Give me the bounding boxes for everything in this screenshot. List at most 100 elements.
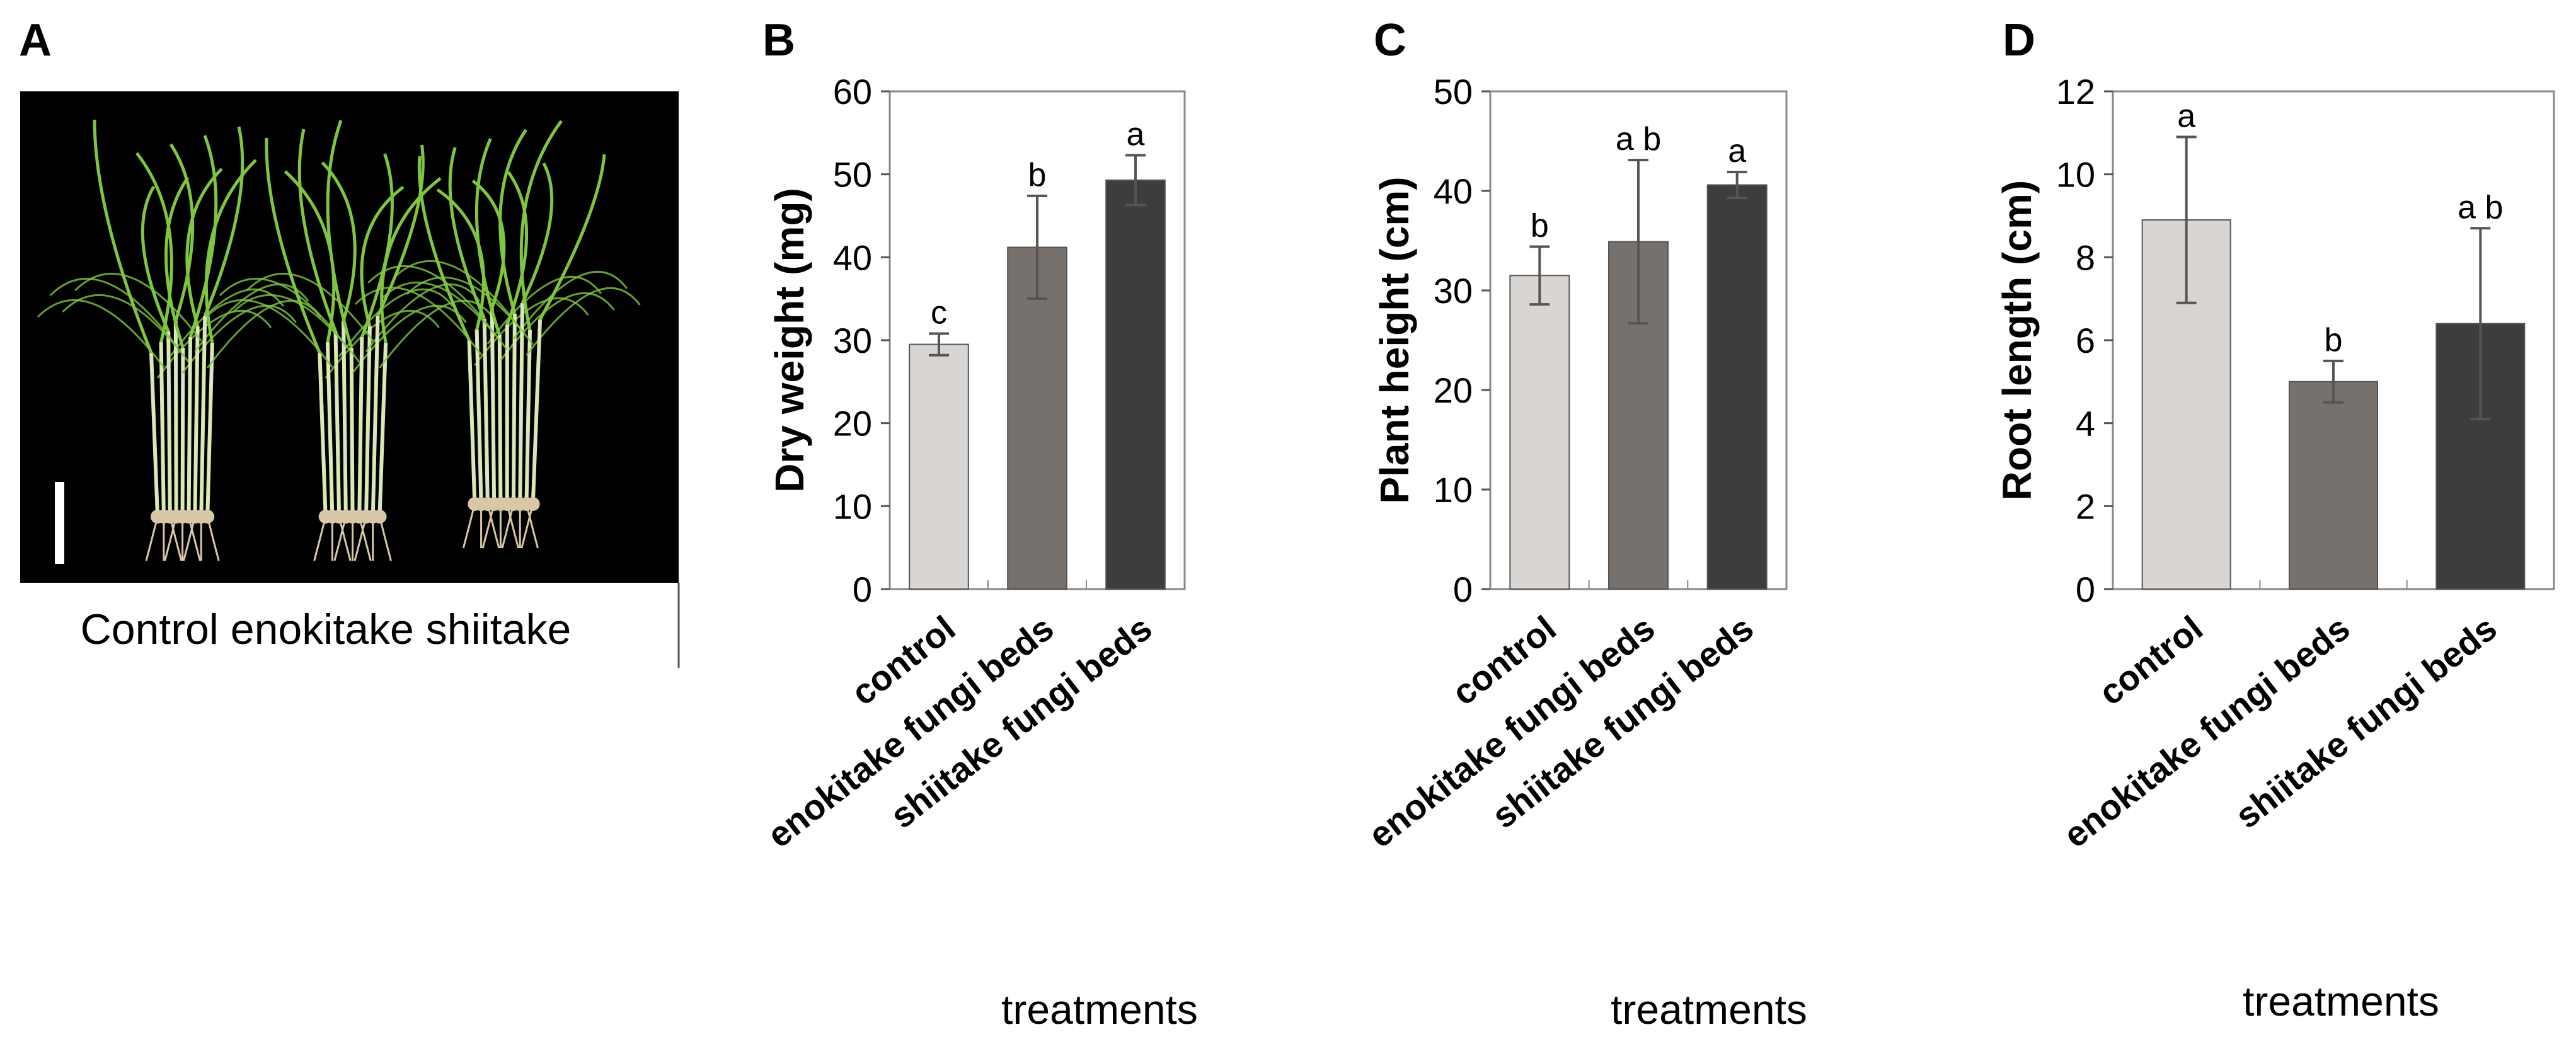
y-tick-label: 6 <box>2076 321 2095 360</box>
y-tick-label: 60 <box>833 72 872 112</box>
plant-leaf <box>471 180 506 309</box>
y-tick-label: 2 <box>2076 486 2095 526</box>
plant-seed <box>200 510 215 524</box>
y-tick-label: 20 <box>1434 370 1473 410</box>
x-category-label: enokitake fungi beds <box>2056 608 2357 856</box>
photo-caption: Control enokitake shiitake <box>81 605 572 653</box>
significance-label: c <box>931 294 947 331</box>
panel-letter-a: A <box>19 15 52 66</box>
y-tick-label: 20 <box>833 404 872 444</box>
plant-leaf <box>205 299 333 368</box>
plant-leaf <box>49 277 177 347</box>
plant-leaf <box>486 275 602 345</box>
significance-label: b <box>1028 157 1047 193</box>
plant-stem <box>511 313 517 505</box>
bar-enokitake-fungi-beds <box>2289 381 2378 590</box>
plant-stem <box>342 320 348 517</box>
plant-leaf <box>338 288 454 357</box>
plant-stem <box>371 315 380 517</box>
significance-label: a b <box>2458 189 2503 226</box>
y-tick-label: 0 <box>853 570 872 609</box>
y-axis-label: Plant height (cm) <box>1372 176 1417 503</box>
plant-leaf <box>246 272 374 341</box>
plant-leaf <box>219 277 347 347</box>
plant-leaf <box>520 162 554 304</box>
plant-stem <box>518 302 524 505</box>
significance-label: a <box>1127 116 1145 152</box>
x-category-label: shiitake fungi beds <box>2228 608 2504 836</box>
plant-stem <box>333 331 342 517</box>
y-tick-label: 50 <box>833 155 872 195</box>
plant-leaf <box>505 171 529 325</box>
y-tick-label: 12 <box>2056 72 2095 112</box>
plant-leaf <box>321 161 357 321</box>
plant-seed <box>526 497 540 511</box>
x-axis-label: treatments <box>2243 978 2439 1024</box>
plant-leaf <box>93 119 153 353</box>
plant-stem <box>166 331 172 517</box>
bar-shiitake-fungi-beds <box>1706 184 1768 590</box>
plant-leaf <box>194 283 309 352</box>
significance-label: a <box>2177 98 2195 134</box>
panel-d-chart: D 0 2 4 6 8 10 12 Root length (cm) a control b enoki… <box>1994 15 2555 1024</box>
plant-leaf <box>448 147 486 319</box>
plant-leaf <box>62 294 190 363</box>
plant-leaf <box>360 185 405 327</box>
y-axis-label: Dry weight (mg) <box>767 188 812 493</box>
y-tick-label: 8 <box>2076 238 2095 277</box>
plant-stem <box>349 347 355 517</box>
y-tick-label: 40 <box>1434 171 1473 211</box>
plant-leaf <box>526 287 641 356</box>
plant-leaf <box>141 185 170 333</box>
plant-leaf <box>393 260 521 329</box>
plant-leaf <box>380 281 508 350</box>
bar-control <box>909 343 969 590</box>
plant-stem <box>524 330 532 505</box>
panel-a: A Control enokitake shiitake <box>19 15 680 668</box>
plant-leaf <box>354 286 482 355</box>
plant-stem <box>357 336 364 517</box>
scale-bar <box>55 482 64 564</box>
x-axis-label: treatments <box>1001 986 1198 1033</box>
plant-leaf <box>498 129 527 314</box>
plant-leaf <box>181 304 297 374</box>
plant-leaf <box>538 154 606 321</box>
plant-stem <box>193 326 200 517</box>
panel-letter-b: B <box>762 15 795 66</box>
x-category-label: control <box>2091 608 2210 713</box>
plant-stem <box>490 307 497 505</box>
plant-stem <box>364 326 372 517</box>
plant-leaf <box>185 168 223 327</box>
plant-seed <box>372 510 387 524</box>
plant-stem <box>149 352 159 517</box>
y-tick-label: 40 <box>833 238 872 277</box>
bar-shiitake-fungi-beds <box>1105 179 1166 590</box>
plant-leaf <box>519 120 563 331</box>
y-axis-label: Root length (cm) <box>1994 180 2040 500</box>
plant-leaf <box>233 294 360 363</box>
plant-leaf <box>297 129 337 332</box>
y-tick-label: 30 <box>1434 271 1473 311</box>
plant-leaf <box>367 265 495 334</box>
plant-leaf <box>204 159 257 343</box>
plant-leaf <box>265 137 321 353</box>
plant-leaf <box>135 152 173 343</box>
plant-leaf <box>326 120 354 348</box>
panel-letter-d: D <box>2003 15 2035 66</box>
plant-stem <box>482 318 490 505</box>
x-axis-label: treatments <box>1611 986 1807 1033</box>
plant-stem <box>187 336 193 517</box>
plant-leaf <box>474 138 502 336</box>
plant-stem <box>199 315 207 517</box>
plant-stem <box>205 342 214 517</box>
plant-stem <box>531 319 543 505</box>
plant-leaf <box>164 176 190 348</box>
y-tick-label: 4 <box>2076 404 2095 444</box>
plant-stem <box>497 335 503 505</box>
panel-letter-c: C <box>1374 15 1406 66</box>
plant-leaf <box>37 299 165 368</box>
y-tick-label: 10 <box>833 486 872 526</box>
